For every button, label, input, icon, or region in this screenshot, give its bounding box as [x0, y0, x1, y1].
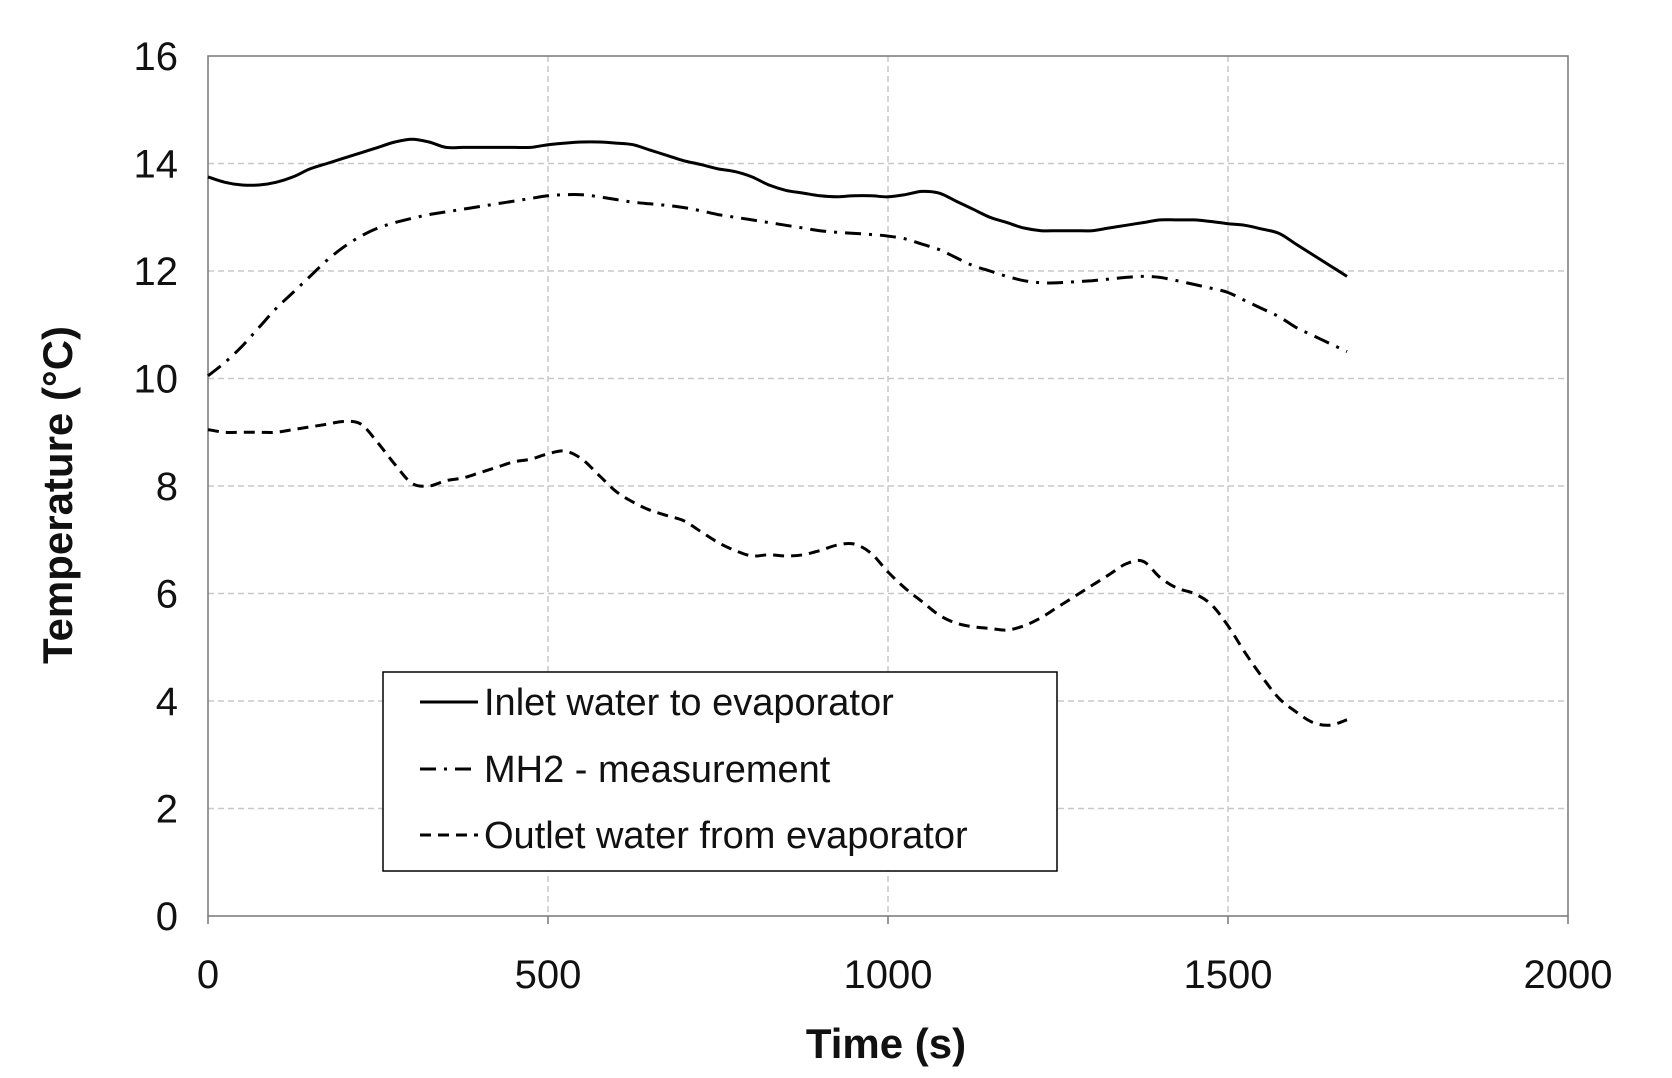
y-tick-label: 6	[156, 573, 178, 617]
series-line-outlet-water	[207, 419, 1348, 727]
x-axis-title: Time (s)	[806, 1020, 966, 1067]
y-tick-label: 10	[134, 358, 179, 402]
y-tick-label: 12	[134, 250, 179, 294]
y-tick-label: 4	[156, 680, 178, 724]
x-tick-label: 1000	[844, 953, 933, 997]
x-tick-label: 500	[515, 953, 582, 997]
x-tick-label: 0	[197, 953, 219, 997]
legend-label-mh2-measurement: MH2 - measurement	[484, 749, 831, 791]
y-tick-label: 8	[156, 465, 178, 509]
x-tick-label: 1500	[1184, 953, 1273, 997]
y-tick-label: 2	[156, 788, 178, 832]
y-tick-label: 14	[134, 143, 179, 187]
y-axis-title: Temperature (°C)	[34, 326, 81, 664]
series-line-mh2-measurement	[207, 192, 1348, 377]
x-tick-label: 2000	[1524, 953, 1613, 997]
legend-box	[382, 671, 1058, 872]
series-line-inlet-water	[207, 137, 1348, 278]
data-series	[207, 137, 1348, 727]
legend-label-outlet-water: Outlet water from evaporator	[484, 815, 968, 857]
legend-label-inlet-water: Inlet water to evaporator	[484, 682, 894, 724]
legend: Inlet water to evaporator MH2 - measurem…	[382, 671, 1058, 872]
y-tick-label: 16	[134, 35, 179, 79]
y-tick-label: 0	[156, 895, 178, 939]
axis-ticks: 0 2 4 6 8 10 12 14 16 0 500 1000 1500 2000	[134, 35, 1613, 997]
